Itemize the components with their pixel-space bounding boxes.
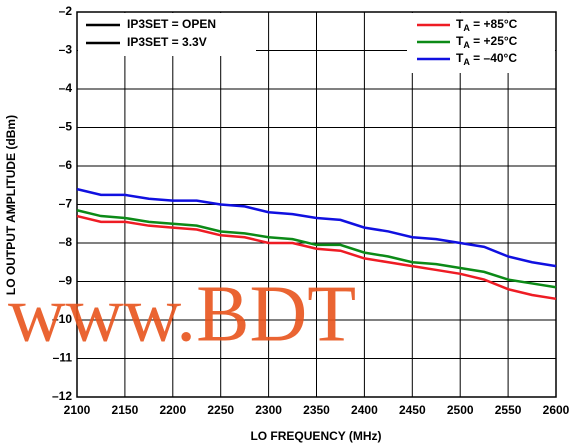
- y-tick-label: –8: [59, 235, 73, 249]
- legend-label-sub: A: [463, 57, 470, 67]
- y-tick-label: –10: [52, 312, 72, 326]
- x-tick-label: 2150: [112, 403, 139, 417]
- series-line: [76, 187, 557, 268]
- y-tick-label: –3: [59, 43, 73, 57]
- legend-label-part: T: [456, 51, 464, 65]
- y-tick-label: –12: [52, 389, 72, 403]
- x-tick-label: 2450: [399, 403, 426, 417]
- legend-label: TA = +25°C: [456, 34, 518, 50]
- legend-label-sub: A: [463, 23, 470, 33]
- x-axis-label: LO FREQUENCY (MHz): [250, 429, 381, 443]
- y-tick-label: –5: [59, 120, 73, 134]
- legend-label-part: T: [456, 34, 464, 48]
- x-tick-label: 2300: [255, 403, 282, 417]
- legend-label: IP3SET = OPEN: [127, 17, 216, 31]
- legend-box: [78, 13, 256, 56]
- y-tick-label: –2: [59, 4, 73, 18]
- legend-label-part: T: [456, 17, 464, 31]
- y-tick-label: –9: [59, 274, 73, 288]
- y-axis-label: LO OUTPUT AMPLITUDE (dBm): [4, 115, 18, 295]
- x-tick-label: 2550: [495, 403, 522, 417]
- x-tick-label: 2400: [351, 403, 378, 417]
- series-line: [76, 214, 557, 301]
- series-line: [76, 209, 557, 289]
- x-tick-label: 2250: [207, 403, 234, 417]
- legend-label-part: = +25°C: [470, 34, 518, 48]
- legend-label: IP3SET = 3.3V: [127, 35, 207, 49]
- legend-label-part: = –40°C: [470, 51, 517, 65]
- x-tick-label: 2200: [159, 403, 186, 417]
- lines: [76, 187, 557, 301]
- x-tick-label: 2350: [303, 403, 330, 417]
- plot-border: [76, 11, 557, 398]
- y-tick-label: –6: [59, 158, 73, 172]
- legend-label-part: = +85°C: [470, 17, 518, 31]
- y-tick-label: –4: [59, 81, 73, 95]
- legend-label: TA = +85°C: [456, 17, 518, 33]
- legend-label: TA = –40°C: [456, 51, 517, 67]
- y-tick-label: –11: [53, 351, 73, 365]
- x-tick-label: 2100: [64, 403, 91, 417]
- watermark: www.BDT: [8, 270, 356, 358]
- x-tick-label: 2500: [447, 403, 474, 417]
- legend-label-sub: A: [463, 40, 470, 50]
- y-tick-label: –7: [59, 197, 73, 211]
- x-tick-label: 2600: [543, 403, 570, 417]
